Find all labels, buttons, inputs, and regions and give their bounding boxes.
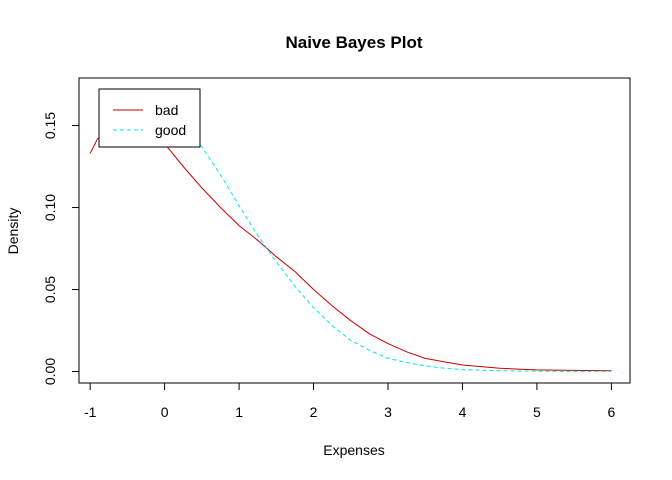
y-axis-label: Density [5,208,21,255]
x-tick-label: 4 [459,404,467,420]
y-tick-label: 0.15 [42,112,58,139]
legend-label-bad: bad [155,102,178,118]
series-line-bad [89,131,612,372]
legend: bad good [98,88,201,148]
y-tick-label: 0.00 [42,358,58,385]
x-tick-label: 2 [310,404,318,420]
y-axis: 0.00 0.05 0.10 0.15 [42,112,80,385]
x-tick-label: 0 [161,404,169,420]
legend-box [98,88,201,148]
y-tick-label: 0.05 [42,276,58,303]
x-tick-label: 3 [384,404,392,420]
series-layer [89,128,612,372]
x-tick-label: -1 [84,404,97,420]
x-tick-label: 5 [533,404,541,420]
series-line-good [186,128,612,372]
y-tick-label: 0.10 [42,194,58,221]
chart-title: Naive Bayes Plot [285,33,422,52]
x-axis: -1 0 1 2 3 4 5 6 [84,382,615,420]
x-axis-label: Expenses [323,442,384,458]
legend-label-good: good [155,122,186,138]
x-tick-label: 6 [607,404,615,420]
x-tick-label: 1 [235,404,243,420]
